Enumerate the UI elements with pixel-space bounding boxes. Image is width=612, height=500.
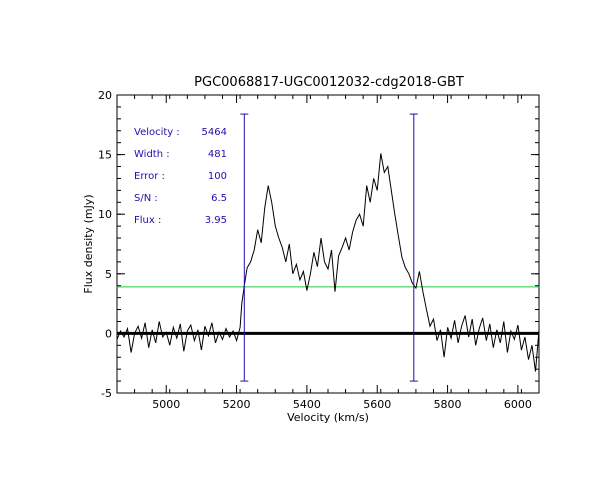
spectrum-line [116,153,540,372]
x-tick-label: 6000 [504,398,532,411]
y-tick-label: 10 [98,208,112,221]
x-axis-label: Velocity (km/s) [287,411,369,424]
annotation-label: Velocity : [134,127,180,138]
x-tick-label: 5400 [293,398,321,411]
annotation-label: Flux : [134,215,161,226]
y-tick-label: 20 [98,89,112,102]
x-axis: 5000 5200 5400 5600 5800 6000 [116,95,540,411]
y-tick-label: -5 [101,387,112,400]
y-axis-label: Flux density (mJy) [82,194,95,293]
annotation-label: Error : [134,171,165,182]
x-tick-label: 5200 [223,398,251,411]
plot-data [116,113,540,382]
annotations: Velocity : 5464 Width : 481 Error : 100 S/N : 6… [134,127,227,226]
y-tick-label: 15 [98,149,112,162]
y-axis: -5 0 5 10 15 20 [98,89,539,400]
chart-title: PGC0068817-UGC0012032-cdg2018-GBT [194,75,464,90]
annotation-value: 5464 [202,127,227,138]
annotation-value: 6.5 [211,193,227,204]
annotation-value: 3.95 [205,215,227,226]
y-tick-label: 5 [105,268,112,281]
annotation-label: Width : [134,149,170,160]
x-tick-label: 5600 [363,398,391,411]
plot-frame [116,94,540,394]
x-tick-label: 5800 [434,398,462,411]
annotation-label: S/N : [134,193,158,204]
x-tick-label: 5000 [152,398,180,411]
annotation-value: 481 [208,149,227,160]
annotation-value: 100 [208,171,227,182]
y-tick-label: 0 [105,327,112,340]
